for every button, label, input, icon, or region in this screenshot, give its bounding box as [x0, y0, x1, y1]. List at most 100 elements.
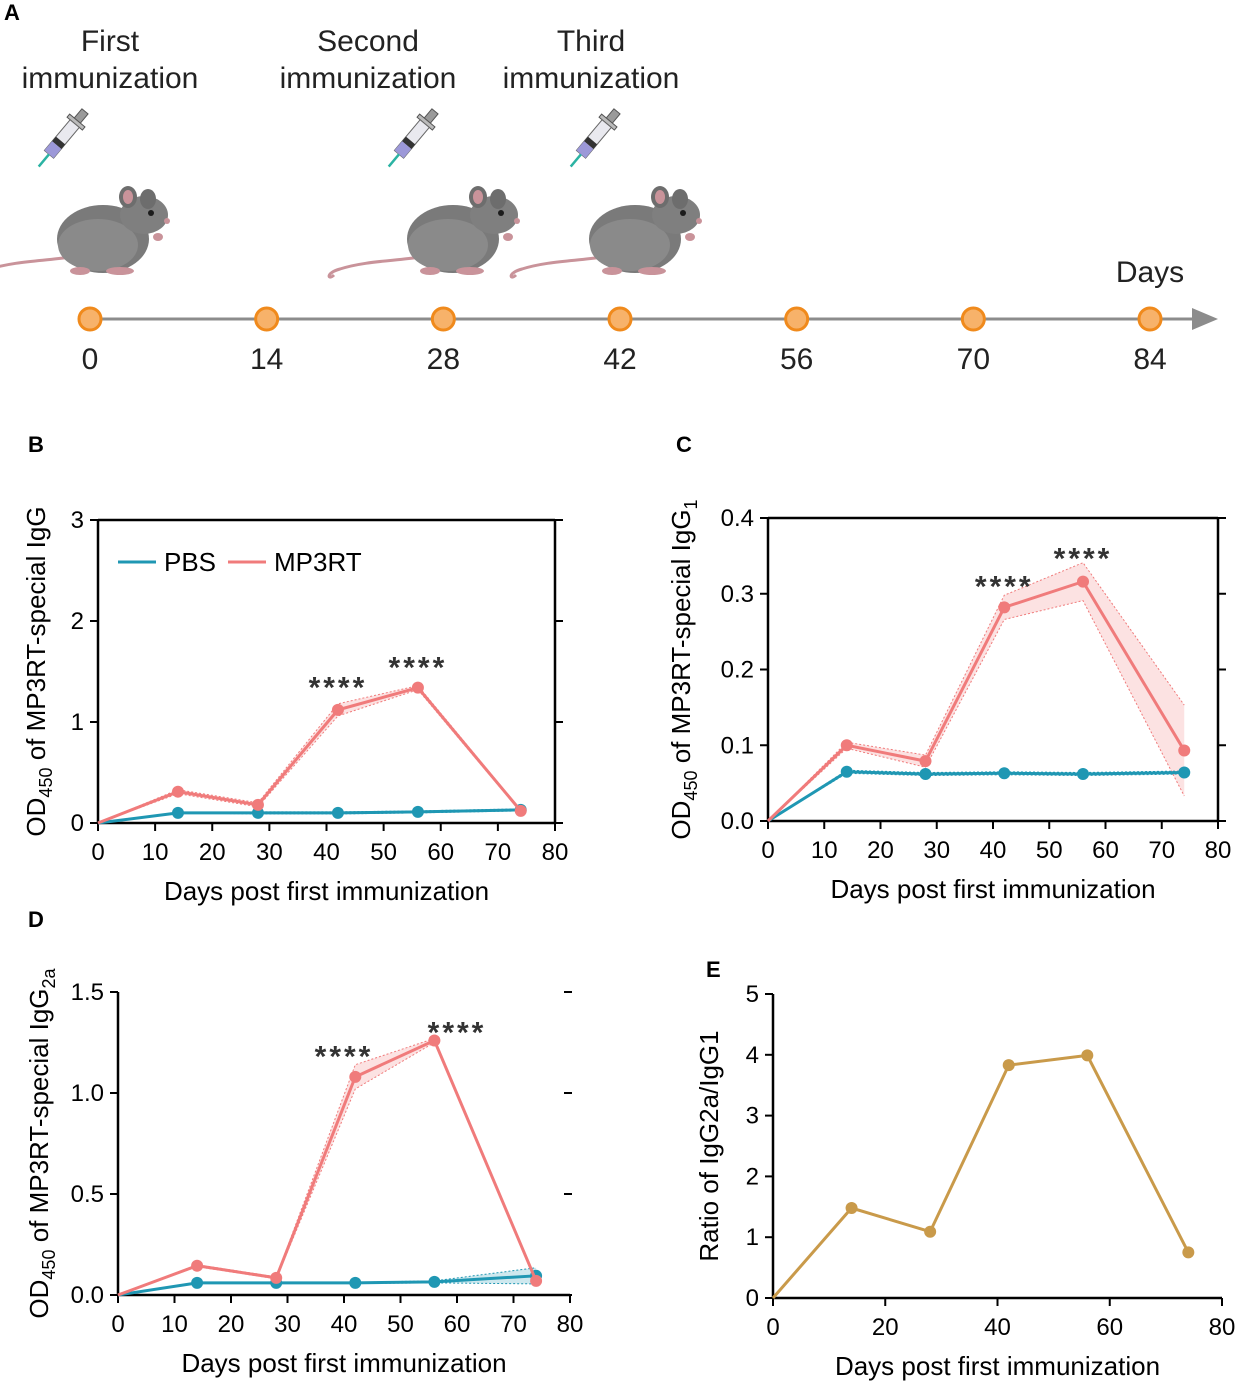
y-tick-label: 0.3	[721, 581, 754, 608]
error-band-upper	[117, 1037, 537, 1296]
data-point-ratio	[1182, 1246, 1195, 1259]
event-title-second: Second	[317, 25, 419, 58]
data-point-pbs	[411, 805, 424, 818]
x-axis-label: Days post first immunization	[164, 876, 489, 906]
panel-label-c: C	[676, 432, 692, 457]
data-point-mp3rt	[428, 1034, 441, 1047]
significance-marker: ****	[389, 651, 448, 684]
x-tick-label: 10	[142, 839, 169, 866]
data-point-pbs	[998, 767, 1011, 780]
data-point-pbs	[428, 1275, 441, 1288]
x-tick-label: 20	[199, 839, 226, 866]
x-tick-label: 70	[500, 1311, 527, 1338]
event-subtitle-first: immunization	[22, 62, 199, 95]
y-tick-label: 2	[746, 1163, 759, 1190]
chart-d-igg2a: 0 10 20 30 40 50 60 70 80 0.0 0.5 1.0 1.5 Days post f…	[24, 967, 583, 1378]
y-tick-label: 1	[746, 1224, 759, 1251]
timeline-dot	[77, 306, 103, 332]
event-title-third: Third	[557, 25, 625, 58]
data-point-mp3rt	[1077, 575, 1089, 588]
x-tick-label: 20	[872, 1314, 899, 1341]
data-point-mp3rt	[191, 1259, 204, 1272]
y-tick-label: 0.1	[721, 732, 754, 759]
data-point-mp3rt	[171, 785, 184, 798]
timeline-tick-label: 84	[1133, 343, 1166, 376]
y-axis-label: OD450 of MP3RT-special IgG	[21, 506, 56, 836]
x-tick-label: 50	[387, 1311, 414, 1338]
chart-b-igg: 0 10 20 30 40 50 60 70 80 0 1 2 3 Days post first imm…	[21, 506, 568, 906]
error-band-lower	[767, 599, 1185, 822]
panel-label-d: D	[28, 907, 44, 932]
y-axis-label: Ratio of IgG2a/IgG1	[694, 1030, 724, 1261]
data-point-ratio	[845, 1202, 858, 1215]
series-line-pbs	[767, 770, 1185, 823]
y-tick-label: 1	[71, 709, 84, 736]
x-tick-label: 40	[984, 1314, 1011, 1341]
y-tick-label: 0	[71, 810, 84, 837]
y-tick-label: 0.0	[71, 1282, 104, 1309]
series-line-mp3rt	[97, 685, 522, 825]
data-point-pbs	[349, 1276, 362, 1289]
data-point-pbs	[1077, 768, 1089, 781]
data-point-mp3rt	[919, 755, 932, 768]
error-band-mp3rt	[98, 685, 521, 823]
y-tick-label: 0.5	[71, 1181, 104, 1208]
y-axis-label: OD450 of MP3RT-special IgG2a	[24, 967, 59, 1318]
error-band-upper	[767, 562, 1185, 822]
significance-marker: ****	[1054, 542, 1113, 575]
timeline-tick-label: 42	[603, 343, 636, 376]
error-band-lower	[97, 689, 522, 824]
x-tick-label: 20	[867, 837, 894, 864]
x-tick-label: 30	[256, 839, 283, 866]
data-point-mp3rt	[514, 804, 527, 817]
timeline-axis-label: Days	[1116, 256, 1184, 289]
data-point-pbs	[840, 765, 853, 778]
data-point-mp3rt	[530, 1274, 543, 1287]
x-tick-label: 80	[1209, 1314, 1236, 1341]
chart-e-ratio: 0 20 40 60 80 0 1 2 3 4 5 Days post first immunizat…	[694, 981, 1235, 1381]
x-tick-label: 30	[274, 1311, 301, 1338]
x-tick-label: 60	[1096, 1314, 1123, 1341]
significance-marker: ****	[309, 672, 368, 705]
x-tick-label: 10	[811, 837, 838, 864]
x-axis-label: Days post first immunization	[181, 1348, 506, 1378]
series-line-mp3rt	[117, 1038, 538, 1297]
y-tick-label: 4	[746, 1042, 759, 1069]
event-title-first: First	[81, 25, 140, 58]
error-band-upper	[97, 685, 522, 824]
data-point-mp3rt	[349, 1070, 362, 1083]
error-band-lower	[117, 1041, 537, 1296]
error-band-mp3rt	[118, 1038, 537, 1295]
data-point-mp3rt	[998, 601, 1011, 614]
timeline-dot	[254, 306, 280, 332]
timeline-tick-label: 0	[82, 343, 99, 376]
timeline-dot	[784, 306, 810, 332]
legend-label-pbs: PBS	[164, 547, 216, 577]
significance-marker: ****	[975, 570, 1034, 603]
panel-a-timeline: A First immunization Second immunization…	[0, 0, 1218, 376]
data-point-pbs	[1178, 766, 1191, 779]
data-point-mp3rt	[331, 703, 344, 716]
series-line-pbs	[97, 808, 521, 825]
x-tick-label: 40	[980, 837, 1007, 864]
panel-label-a: A	[4, 0, 20, 25]
series-line-mp3rt	[766, 579, 1186, 823]
timeline-dot	[960, 306, 986, 332]
y-tick-label: 3	[71, 507, 84, 534]
y-tick-label: 1.0	[71, 1080, 104, 1107]
y-tick-label: 2	[71, 608, 84, 635]
data-point-mp3rt	[840, 739, 853, 752]
timeline-tick-label: 56	[780, 343, 813, 376]
data-point-pbs	[331, 806, 344, 819]
x-tick-label: 80	[542, 839, 569, 866]
timeline-arrowhead	[1192, 308, 1218, 330]
y-tick-label: 0.0	[721, 808, 754, 835]
x-tick-label: 80	[1205, 837, 1232, 864]
y-tick-label: 0	[746, 1285, 759, 1312]
x-tick-label: 70	[1148, 837, 1175, 864]
timeline-tick-label: 70	[957, 343, 990, 376]
timeline-tick-label: 28	[427, 343, 460, 376]
data-point-pbs	[919, 768, 932, 781]
mouse-injection-icon	[509, 103, 704, 279]
x-tick-label: 60	[1092, 837, 1119, 864]
